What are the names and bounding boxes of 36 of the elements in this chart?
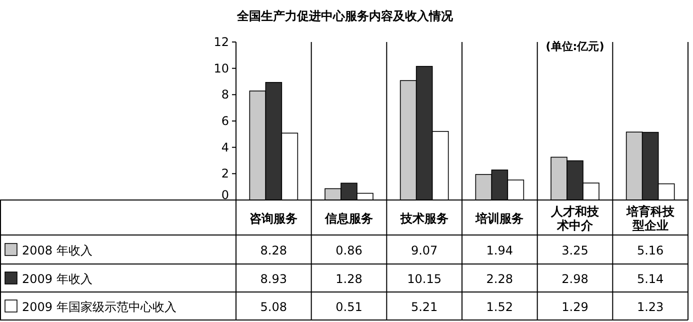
data-label: 2.98 <box>562 272 588 286</box>
data-label: 5.16 <box>636 244 664 258</box>
x-tick-label: 信息服务 <box>324 212 373 226</box>
data-label: 9.07 <box>410 244 438 258</box>
data-label: 2.28 <box>486 272 514 286</box>
legend-label: 2008 年收入 <box>22 244 92 258</box>
data-label: 1.29 <box>562 300 588 314</box>
y-tick-label: 8 <box>221 88 229 102</box>
data-label: 3.25 <box>562 244 588 258</box>
legend-label: 2009 年收入 <box>22 272 92 286</box>
data-label: 1.94 <box>486 244 514 258</box>
annotation: (单位:亿元) <box>546 40 604 53</box>
data-label: 10.15 <box>407 272 442 286</box>
data-label: 5.08 <box>260 300 288 314</box>
x-tick-label: 咨询服务 <box>250 212 298 226</box>
data-label: 0.51 <box>336 300 362 314</box>
y-tick-label: 2 <box>221 166 229 181</box>
x-tick-label: 培育科技型企业 <box>625 204 676 232</box>
x-tick-label: 技术服务 <box>399 212 448 226</box>
chart-title: 全国生产力促进中心服务内容及收入情况 <box>236 9 454 23</box>
data-label: 1.23 <box>636 300 664 314</box>
legend-label: 2009 年国家级示范中心收入 <box>22 300 176 314</box>
y-tick-label: 4 <box>221 140 229 154</box>
y-tick-label: 10 <box>214 61 229 76</box>
data-label: 1.28 <box>336 272 362 286</box>
x-tick-label: 培训服务 <box>474 212 524 226</box>
data-label: 5.21 <box>410 300 438 314</box>
y-tick-label: 6 <box>221 114 229 128</box>
data-label: 8.93 <box>260 272 288 286</box>
x-tick-label: 人才和技术中介 <box>550 204 600 232</box>
data-label: 0.86 <box>336 244 362 258</box>
y-tick-label: 0 <box>221 188 229 202</box>
data-label: 5.14 <box>636 272 664 286</box>
data-label: 8.28 <box>260 244 288 258</box>
data-label: 1.52 <box>486 300 514 314</box>
y-tick-label: 12 <box>214 35 229 49</box>
